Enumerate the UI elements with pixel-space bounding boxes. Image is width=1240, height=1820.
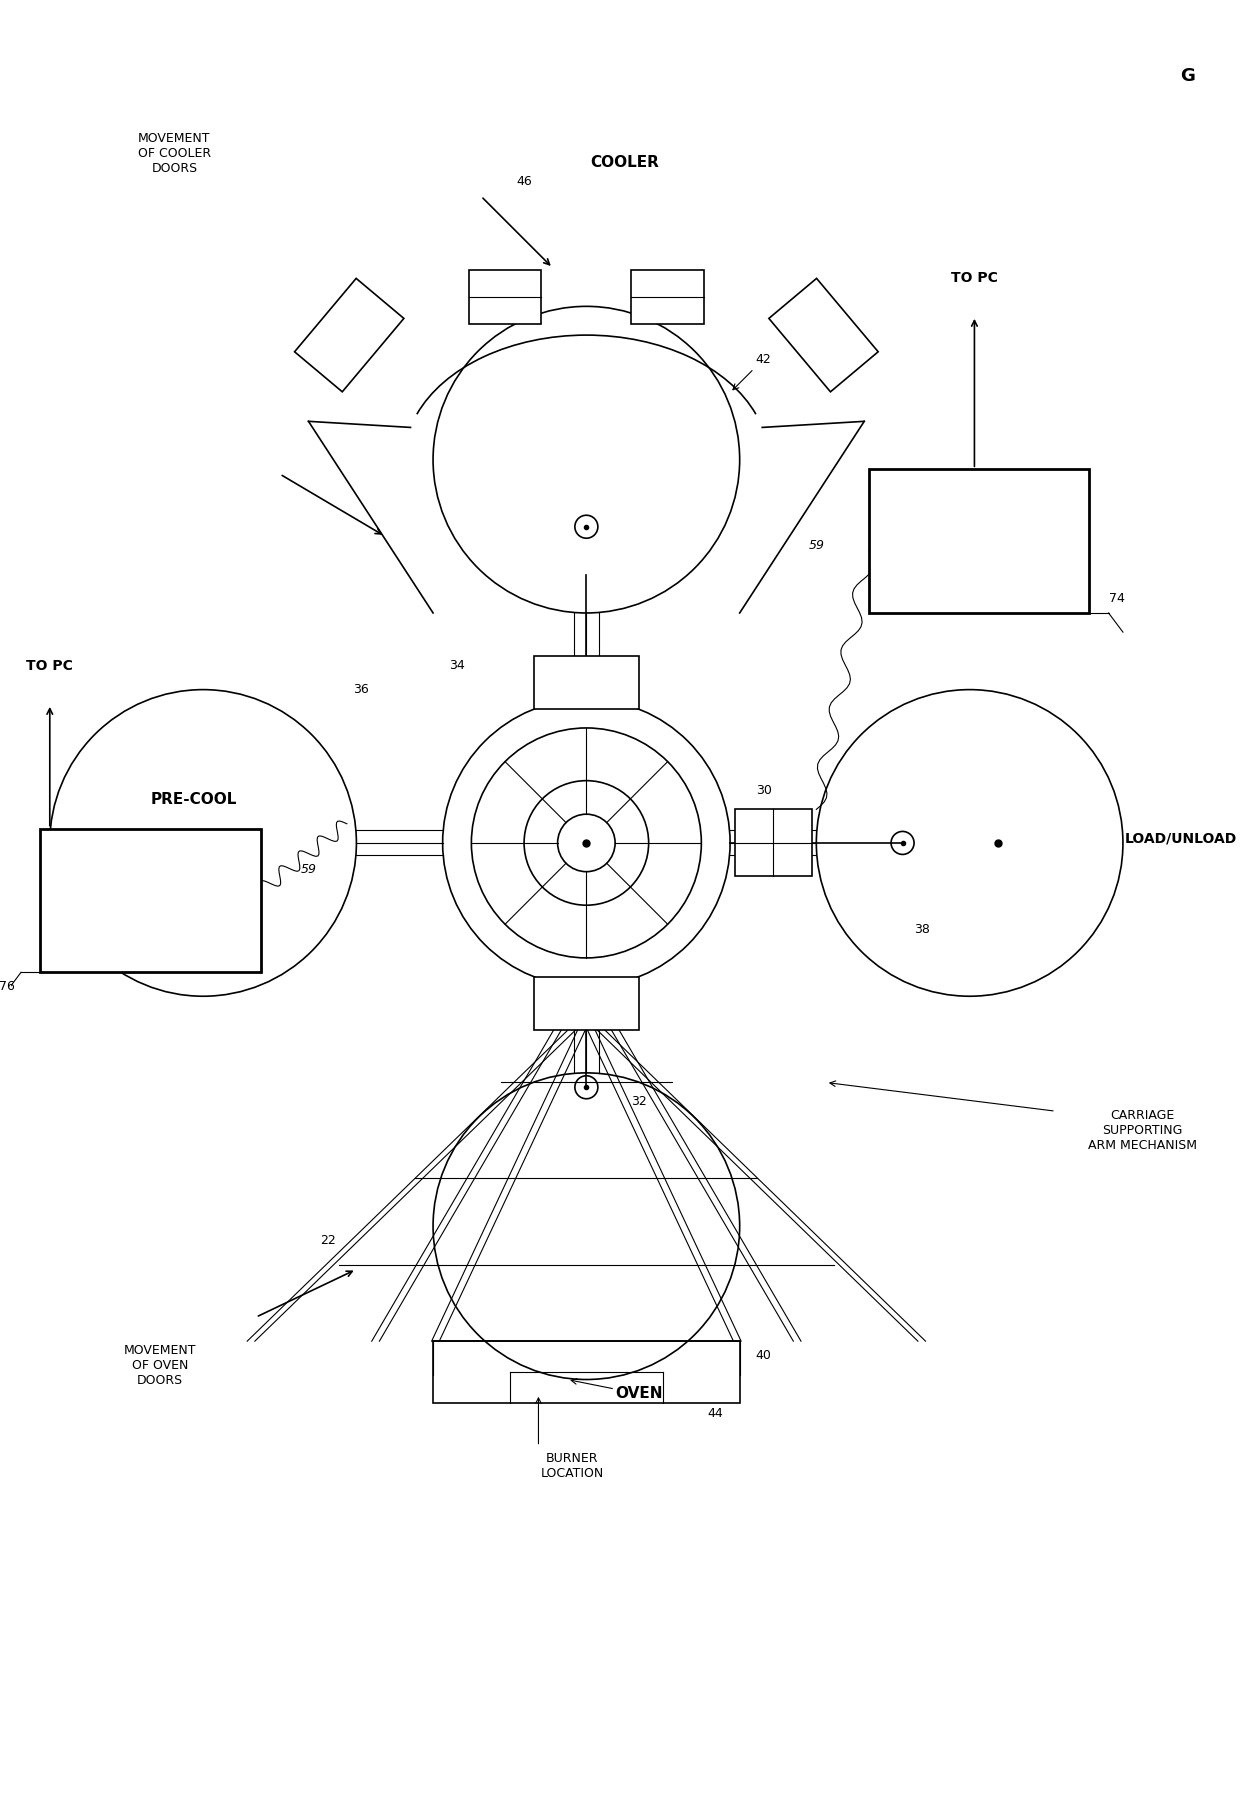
Bar: [631, 269, 704, 324]
Bar: [40, 828, 260, 972]
Text: LOAD/UNLOAD: LOAD/UNLOAD: [1125, 832, 1236, 844]
Text: PRE-COOL: PRE-COOL: [150, 792, 237, 808]
Bar: [735, 810, 811, 877]
Text: OVEN: OVEN: [615, 1387, 663, 1401]
Text: TO PC: TO PC: [951, 271, 998, 284]
Text: 30: 30: [755, 784, 771, 797]
Text: 32: 32: [631, 1096, 647, 1108]
Text: 34: 34: [449, 659, 465, 672]
Bar: [869, 470, 1090, 613]
Text: 46: 46: [516, 175, 532, 187]
Text: 38: 38: [914, 923, 930, 935]
Text: 40: 40: [755, 1349, 771, 1361]
Bar: [533, 977, 639, 1030]
Text: BURNER
LOCATION: BURNER LOCATION: [541, 1452, 604, 1480]
Text: TO PC: TO PC: [26, 659, 73, 673]
Text: 42: 42: [755, 353, 771, 366]
Text: U: U: [665, 280, 671, 289]
Text: G: G: [1180, 67, 1195, 86]
Text: U: U: [665, 304, 671, 313]
Text: 76: 76: [0, 981, 15, 994]
Bar: [469, 269, 542, 324]
Text: 44: 44: [708, 1407, 724, 1420]
Text: U: U: [502, 304, 508, 313]
Text: COOLER: COOLER: [590, 155, 660, 169]
Bar: [295, 278, 404, 391]
Text: 36: 36: [353, 682, 370, 695]
Text: 22: 22: [320, 1234, 336, 1247]
Text: MOVEMENT
OF COOLER
DOORS: MOVEMENT OF COOLER DOORS: [138, 131, 211, 175]
Text: 74: 74: [1109, 592, 1125, 604]
Bar: [769, 278, 878, 391]
Text: CARRIAGE
SUPPORTING
ARM MECHANISM: CARRIAGE SUPPORTING ARM MECHANISM: [1087, 1108, 1197, 1152]
Text: U: U: [502, 280, 508, 289]
Text: 59: 59: [300, 863, 316, 875]
Text: NON-CONTACT
TEMPERATURE
SENSOR: NON-CONTACT TEMPERATURE SENSOR: [931, 519, 1028, 562]
Text: NON-CONTACT
TEMPERATURE
SENSOR: NON-CONTACT TEMPERATURE SENSOR: [102, 879, 198, 923]
Bar: [533, 655, 639, 708]
Text: MOVEMENT
OF OVEN
DOORS: MOVEMENT OF OVEN DOORS: [124, 1343, 196, 1387]
Bar: [433, 1341, 740, 1403]
Text: 59: 59: [808, 539, 825, 553]
